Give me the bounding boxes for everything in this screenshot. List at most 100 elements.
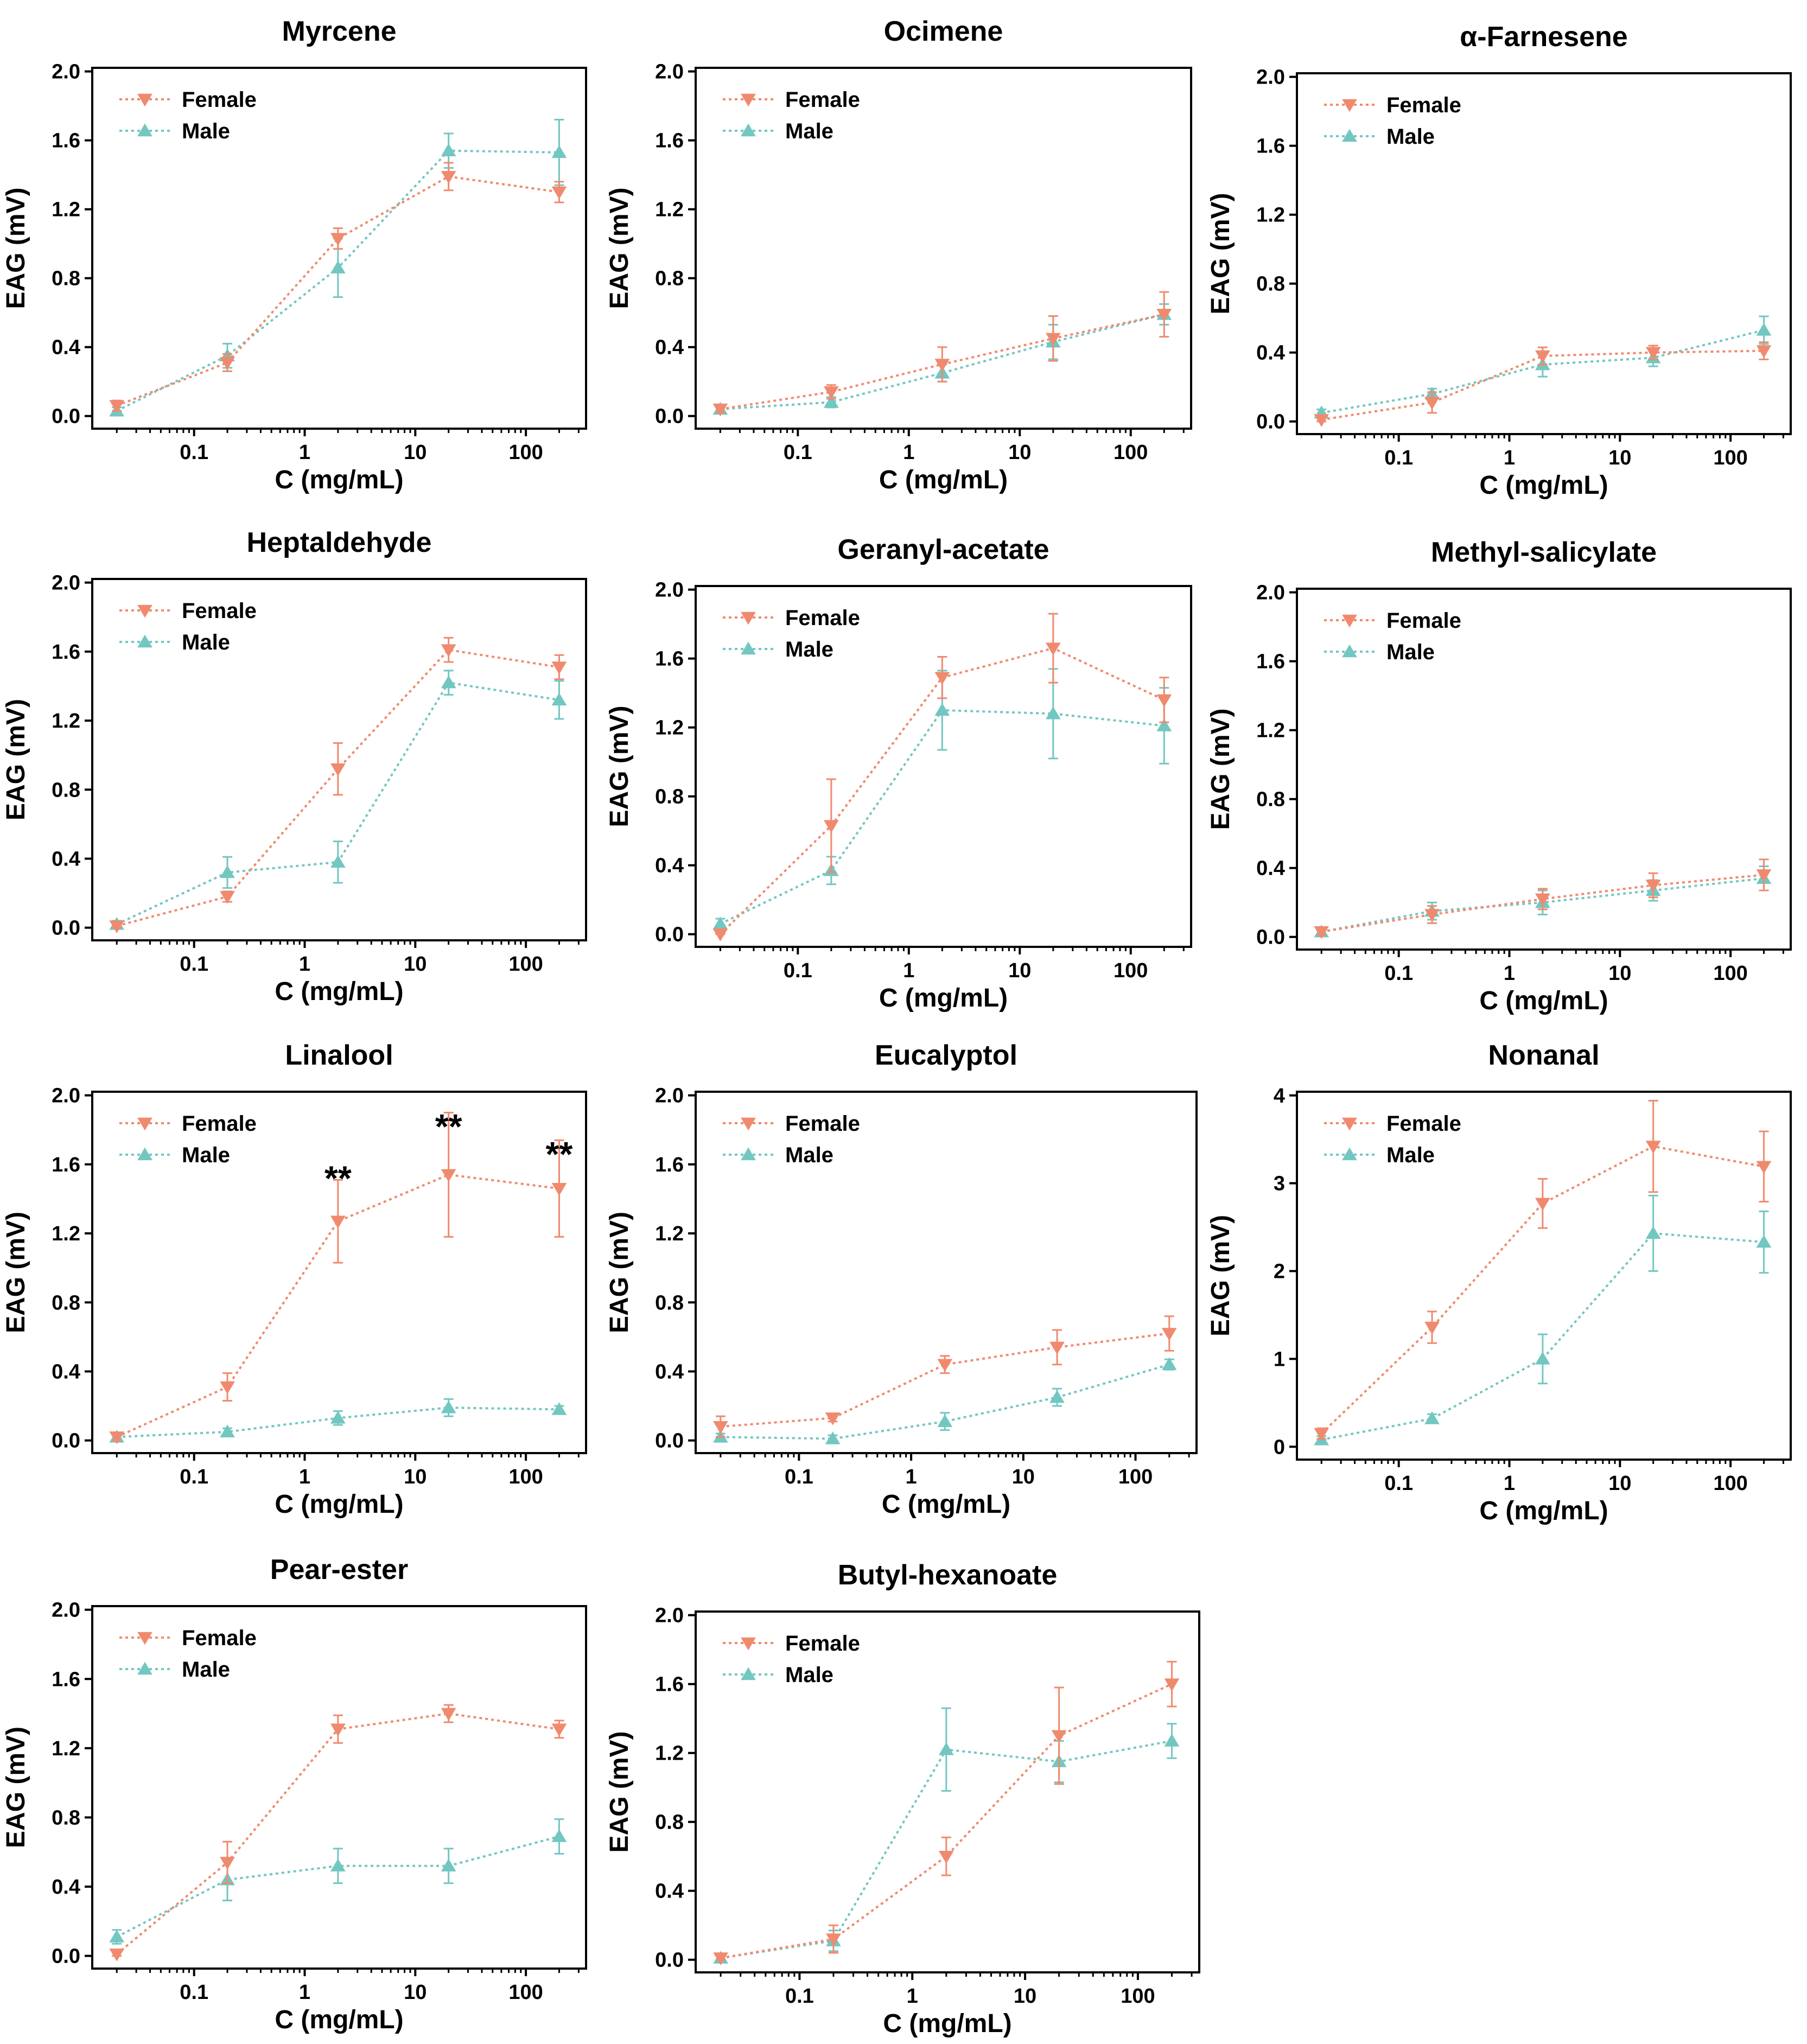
y-axis-label: EAG (mV) — [2, 187, 30, 309]
data-point — [441, 143, 456, 156]
y-tick-label: 2.0 — [52, 1085, 80, 1107]
data-point — [934, 703, 950, 716]
x-tick-label: 1 — [299, 953, 310, 976]
series-female — [1314, 1099, 1772, 1441]
y-axis-label: EAG (mV) — [605, 187, 634, 309]
y-tick-label: 0.0 — [1256, 411, 1285, 434]
legend-marker — [741, 1637, 756, 1651]
x-tick-label: 0.1 — [180, 953, 208, 976]
series-female — [712, 1315, 1177, 1438]
data-point — [1756, 869, 1772, 882]
legend-label: Female — [1386, 609, 1461, 633]
plot-frame — [695, 1091, 1198, 1454]
chart-title: Linalool — [285, 1040, 393, 1071]
legend-label: Male — [1386, 640, 1435, 664]
series-female — [712, 613, 1172, 942]
significance-label: ** — [546, 1135, 573, 1174]
data-point — [1045, 706, 1061, 719]
legend-label: Male — [182, 631, 230, 654]
data-point — [441, 1169, 456, 1182]
data-point — [1535, 1352, 1550, 1365]
y-tick-label: 0.8 — [52, 1806, 80, 1829]
y-tick-label: 0.4 — [52, 1876, 80, 1899]
chart-title: Eucalyptol — [875, 1040, 1017, 1071]
series-male — [712, 1357, 1177, 1444]
x-tick-label: 10 — [1608, 1472, 1631, 1495]
legend-label: Female — [182, 1626, 257, 1650]
significance-label: ** — [325, 1158, 352, 1198]
y-tick-label: 0.0 — [655, 1430, 684, 1453]
x-tick-label: 100 — [1121, 1985, 1155, 2008]
x-tick-label: 10 — [1608, 447, 1631, 469]
plot-frame — [695, 67, 1192, 430]
legend-marker — [741, 1147, 756, 1161]
x-axis-label: C (mg/mL) — [1479, 471, 1608, 500]
y-tick-label: 0.4 — [52, 336, 80, 359]
y-tick-label: 2.0 — [52, 1599, 80, 1622]
data-point — [712, 403, 728, 417]
y-tick-label: 0.4 — [52, 1360, 80, 1383]
y-tick-label: 1.2 — [52, 199, 80, 221]
legend-marker — [741, 612, 756, 625]
y-tick-label: 1.6 — [52, 1154, 80, 1176]
x-tick-label: 100 — [1713, 1472, 1747, 1495]
legend-marker — [1342, 1147, 1357, 1161]
x-tick-label: 100 — [508, 953, 543, 976]
y-axis-label: EAG (mV) — [2, 699, 30, 820]
data-point — [109, 1949, 125, 1962]
chart-title: Butyl-hexanoate — [838, 1559, 1058, 1591]
chart-title: Geranyl-acetate — [837, 534, 1049, 565]
x-axis-label: C (mg/mL) — [275, 2005, 403, 2034]
data-point — [938, 1742, 954, 1755]
chart-title: Myrcene — [282, 16, 397, 47]
x-tick-label: 10 — [404, 441, 427, 464]
chart-title: α-Farnesene — [1460, 21, 1627, 53]
x-tick-label: 10 — [404, 1466, 427, 1488]
legend-label: Female — [182, 1112, 257, 1136]
data-point — [441, 1400, 456, 1413]
data-point — [441, 171, 456, 184]
y-tick-label: 1.2 — [52, 710, 80, 733]
legend-label: Male — [785, 119, 833, 143]
series-line — [1320, 1145, 1764, 1435]
x-axis-label: C (mg/mL) — [882, 1490, 1010, 1519]
legend-label: Male — [785, 1143, 833, 1167]
series-female — [109, 636, 567, 933]
data-point — [551, 186, 567, 200]
x-axis-label: C (mg/mL) — [1479, 1497, 1608, 1525]
x-tick-label: 0.1 — [1384, 1472, 1413, 1495]
data-point — [220, 1857, 235, 1870]
x-tick-label: 1 — [906, 1466, 917, 1488]
chart-title: Ocimene — [884, 16, 1003, 47]
x-axis-label: C (mg/mL) — [879, 466, 1008, 494]
data-point — [220, 1424, 235, 1438]
y-tick-label: 0.4 — [655, 336, 684, 359]
series-line — [116, 1173, 559, 1438]
chart-panel: Butyl-hexanoate 0.0 0.4 0.8 1.2 1.6 2.0 0.1 1 10 1… — [605, 1559, 1200, 2038]
data-point — [1535, 893, 1550, 907]
legend-label: Female — [785, 606, 860, 630]
legend-marker — [137, 604, 152, 618]
series-line — [116, 681, 559, 926]
y-tick-label: 1.2 — [655, 199, 684, 221]
y-axis-label: EAG (mV) — [1206, 1215, 1235, 1336]
y-tick-label: 1.2 — [1256, 204, 1285, 227]
data-point — [1314, 414, 1329, 427]
x-tick-label: 0.1 — [784, 959, 812, 982]
x-tick-label: 100 — [1114, 959, 1148, 982]
chart-panel: Myrcene 0.0 0.4 0.8 1.2 1.6 2.0 0.1 1 10 100 C (mg/… — [2, 16, 587, 494]
data-point — [1645, 880, 1661, 893]
y-tick-label: 2.0 — [655, 1085, 684, 1107]
series-line — [720, 313, 1165, 411]
y-tick-label: 2.0 — [655, 61, 684, 84]
x-tick-label: 100 — [1713, 447, 1747, 469]
data-point — [825, 1431, 841, 1444]
data-point — [330, 1858, 346, 1872]
x-tick-label: 0.1 — [180, 1466, 208, 1488]
legend-marker — [1342, 614, 1357, 628]
x-tick-label: 10 — [404, 1981, 427, 2004]
y-tick-label: 0.0 — [655, 924, 684, 946]
data-point — [109, 1930, 125, 1943]
data-point — [330, 260, 346, 273]
y-tick-label: 1.2 — [655, 717, 684, 740]
